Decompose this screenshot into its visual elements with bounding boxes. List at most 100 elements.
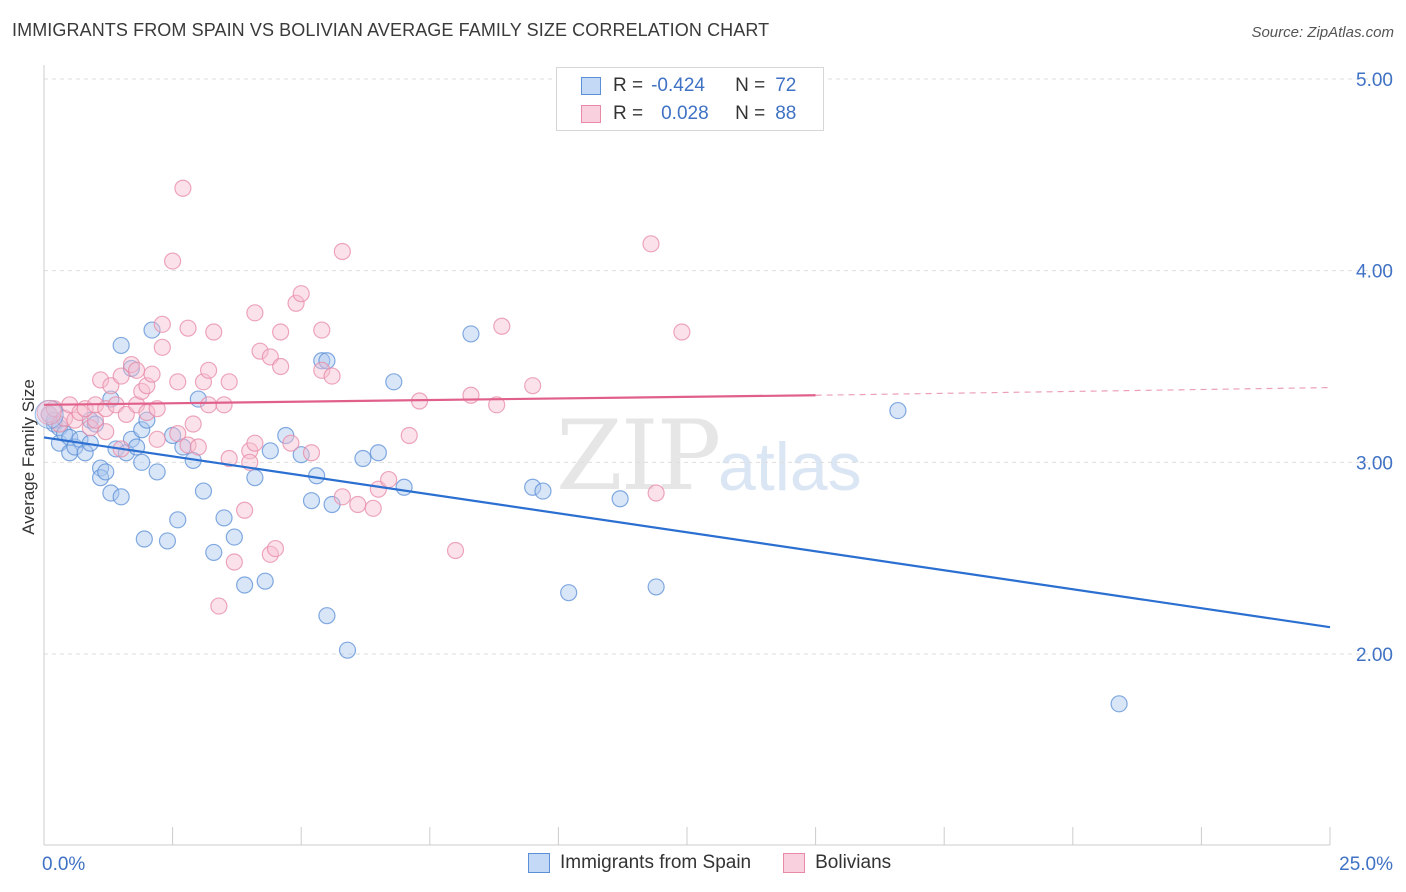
point-spain-55 xyxy=(354,449,372,468)
point-bolivia-10 xyxy=(86,411,105,429)
point-bolivia-65 xyxy=(333,488,351,506)
point-spain-60 xyxy=(524,478,542,496)
point-bolivia-16 xyxy=(112,367,130,385)
point-spain-66 xyxy=(1110,695,1128,713)
point-spain-45 xyxy=(261,442,279,460)
legend-bolivia-n-value: 88 xyxy=(775,103,797,124)
point-spain-65 xyxy=(889,401,907,420)
point-spain-51 xyxy=(318,352,336,370)
point-bolivia-63 xyxy=(313,321,331,339)
point-bolivia-34 xyxy=(179,319,197,337)
legend-bolivia-n-label: N = xyxy=(735,103,766,124)
trendline-bolivia-extension xyxy=(815,386,1331,396)
point-spain-62 xyxy=(560,584,578,602)
point-bolivia-39 xyxy=(200,361,218,379)
point-spain-41 xyxy=(225,528,243,546)
point-bolivia-47 xyxy=(236,501,254,519)
x-tick-label-1: 25.0% xyxy=(1339,854,1393,875)
x-tick-label-0: 0.0% xyxy=(42,854,85,875)
point-spain-38 xyxy=(194,482,213,500)
point-spain-43 xyxy=(246,469,264,487)
point-bolivia-26 xyxy=(148,430,166,448)
point-spain-57 xyxy=(385,373,403,391)
point-bolivia-64 xyxy=(323,367,341,385)
point-bolivia-55 xyxy=(266,539,285,558)
point-bolivia-42 xyxy=(210,597,228,615)
point-bolivia-33 xyxy=(174,179,192,197)
point-bolivia-67 xyxy=(349,495,367,514)
point-spain-47 xyxy=(292,446,310,464)
trendline-bolivia xyxy=(43,394,816,406)
point-bolivia-40 xyxy=(200,396,218,414)
legend-row-spain: R = -0.424 N = 72 xyxy=(581,73,796,99)
point-bolivia-71 xyxy=(400,426,418,445)
source-label: Source: ZipAtlas.com xyxy=(1251,24,1394,41)
point-spain-21 xyxy=(112,488,130,506)
point-spain-10 xyxy=(76,444,94,462)
point-spain-27 xyxy=(133,453,151,471)
legend-bolivia-r-value: 0.028 xyxy=(661,103,709,124)
point-bolivia-58 xyxy=(282,434,300,452)
point-bolivia-35 xyxy=(179,436,197,454)
point-spain-54 xyxy=(338,641,357,659)
point-spain-56 xyxy=(369,444,387,462)
point-bolivia-32 xyxy=(169,424,187,443)
point-spain-59 xyxy=(462,325,480,343)
point-spain-39 xyxy=(205,543,223,562)
y-tick-label-2: 4.00 xyxy=(1356,262,1393,283)
series-swatch-bolivia xyxy=(783,853,806,873)
point-bolivia-30 xyxy=(164,252,182,270)
series-swatch-spain xyxy=(528,853,550,873)
trendline-spain xyxy=(43,436,1331,629)
point-bolivia-27 xyxy=(148,400,166,418)
point-bolivia-51 xyxy=(246,304,264,322)
point-bolivia-41 xyxy=(205,323,223,341)
point-spain-28 xyxy=(135,530,153,548)
point-bolivia-44 xyxy=(220,373,238,391)
series-label-bolivia: Bolivians xyxy=(815,852,892,873)
legend-bolivia-r-label: R = xyxy=(613,103,644,124)
point-bolivia-11 xyxy=(91,371,110,389)
legend-swatch-spain xyxy=(581,77,601,95)
point-spain-61 xyxy=(534,482,552,500)
point-spain-40 xyxy=(215,509,233,527)
point-spain-42 xyxy=(236,576,254,594)
point-bolivia-59 xyxy=(287,294,305,312)
point-bolivia-77 xyxy=(524,377,542,395)
point-bolivia-78 xyxy=(642,235,660,253)
point-spain-53 xyxy=(318,607,336,625)
point-spain-50 xyxy=(313,352,331,370)
series-legend-spain[interactable]: Immigrants from Spain xyxy=(528,852,751,874)
point-bolivia-45 xyxy=(220,449,238,468)
legend-spain-n-value: 72 xyxy=(775,75,797,96)
point-spain-63 xyxy=(611,490,629,508)
point-bolivia-43 xyxy=(215,396,233,414)
point-bolivia-61 xyxy=(302,444,321,462)
y-tick-label-0: 2.00 xyxy=(1356,645,1393,666)
legend-row-bolivia: R = 0.028 N = 88 xyxy=(581,101,796,127)
series-legend-bolivia[interactable]: Bolivians xyxy=(783,852,891,874)
point-spain-26 xyxy=(133,421,151,439)
legend-swatch-bolivia xyxy=(581,105,601,123)
point-bolivia-20 xyxy=(127,361,146,379)
point-spain-30 xyxy=(143,321,161,339)
point-bolivia-36 xyxy=(184,415,202,433)
y-tick-label-1: 3.00 xyxy=(1356,453,1393,474)
point-spain-20 xyxy=(112,336,130,355)
y-tick-label-3: 5.00 xyxy=(1356,70,1393,91)
chart-title: IMMIGRANTS FROM SPAIN VS BOLIVIAN AVERAG… xyxy=(12,20,770,40)
point-bolivia-62 xyxy=(313,361,331,379)
point-bolivia-50 xyxy=(246,434,264,452)
point-spain-44 xyxy=(256,572,274,590)
point-spain-16 xyxy=(97,463,115,481)
point-spain-58 xyxy=(395,478,413,496)
series-legend: Immigrants from Spain Bolivians xyxy=(528,852,923,874)
point-bolivia-60 xyxy=(292,285,310,303)
point-bolivia-52 xyxy=(251,342,269,360)
point-spain-32 xyxy=(158,532,177,550)
series-label-spain: Immigrants from Spain xyxy=(560,852,752,873)
point-bolivia-68 xyxy=(364,499,382,517)
point-bolivia-31 xyxy=(169,373,187,391)
y-axis-title: Average Family Size xyxy=(19,379,38,535)
